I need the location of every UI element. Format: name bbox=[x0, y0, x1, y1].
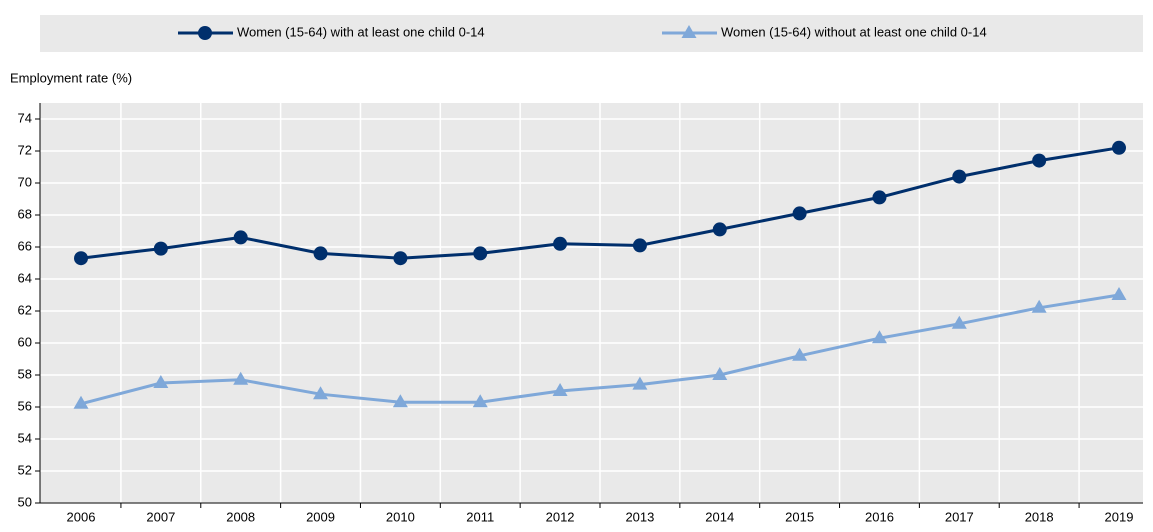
marker bbox=[792, 206, 807, 221]
marker bbox=[632, 238, 647, 253]
marker bbox=[153, 241, 168, 256]
x-tick-label: 2010 bbox=[386, 509, 415, 524]
marker bbox=[74, 251, 88, 266]
y-tick-label: 62 bbox=[18, 302, 32, 317]
y-tick-label: 64 bbox=[18, 270, 32, 285]
x-tick-label: 2017 bbox=[945, 509, 974, 524]
x-tick-label: 2013 bbox=[625, 509, 654, 524]
marker bbox=[153, 375, 169, 388]
y-tick-label: 68 bbox=[18, 206, 32, 221]
marker bbox=[952, 169, 967, 184]
y-tick-label: 56 bbox=[18, 398, 32, 413]
marker bbox=[313, 386, 329, 400]
y-tick-label: 54 bbox=[18, 430, 32, 445]
marker bbox=[472, 394, 488, 408]
marker bbox=[792, 347, 808, 361]
marker bbox=[1111, 287, 1127, 300]
legend-label: Women (15-64) with at least one child 0-… bbox=[237, 24, 485, 39]
x-tick-label: 2016 bbox=[865, 509, 894, 524]
marker bbox=[393, 251, 408, 266]
marker bbox=[392, 394, 408, 408]
marker bbox=[233, 230, 248, 245]
x-tick-label: 2006 bbox=[67, 509, 96, 524]
marker bbox=[712, 222, 727, 237]
x-tick-label: 2008 bbox=[226, 509, 255, 524]
marker bbox=[552, 383, 568, 396]
marker bbox=[1031, 299, 1047, 313]
x-tick-label: 2014 bbox=[705, 509, 734, 524]
marker bbox=[1112, 140, 1126, 155]
y-tick-label: 74 bbox=[18, 110, 32, 125]
marker bbox=[632, 376, 648, 390]
y-tick-label: 70 bbox=[18, 174, 32, 189]
y-tick-label: 66 bbox=[18, 238, 32, 253]
y-tick-label: 72 bbox=[18, 142, 32, 157]
x-tick-label: 2019 bbox=[1105, 509, 1134, 524]
y-tick-label: 52 bbox=[18, 462, 32, 477]
x-tick-label: 2015 bbox=[785, 509, 814, 524]
x-tick-label: 2018 bbox=[1025, 509, 1054, 524]
marker bbox=[73, 395, 89, 409]
x-tick-label: 2012 bbox=[546, 509, 575, 524]
marker bbox=[553, 236, 568, 251]
series-line bbox=[80, 146, 1120, 260]
y-tick-label: 50 bbox=[18, 494, 32, 509]
y-tick-label: 58 bbox=[18, 366, 32, 381]
marker bbox=[233, 371, 249, 385]
legend-label: Women (15-64) without at least one child… bbox=[721, 24, 987, 39]
series-line bbox=[80, 293, 1120, 406]
y-tick-label: 60 bbox=[18, 334, 32, 349]
x-tick-label: 2009 bbox=[306, 509, 335, 524]
y-axis-label: Employment rate (%) bbox=[10, 70, 132, 85]
legend-marker bbox=[681, 25, 697, 38]
x-tick-label: 2007 bbox=[146, 509, 175, 524]
marker bbox=[872, 190, 887, 205]
marker bbox=[712, 367, 728, 380]
legend-marker bbox=[198, 26, 212, 40]
plot-area bbox=[40, 103, 1143, 503]
marker bbox=[1032, 153, 1047, 168]
marker bbox=[871, 330, 887, 344]
marker bbox=[313, 246, 328, 261]
marker bbox=[473, 246, 488, 261]
x-tick-label: 2011 bbox=[466, 509, 494, 524]
marker bbox=[951, 315, 967, 329]
